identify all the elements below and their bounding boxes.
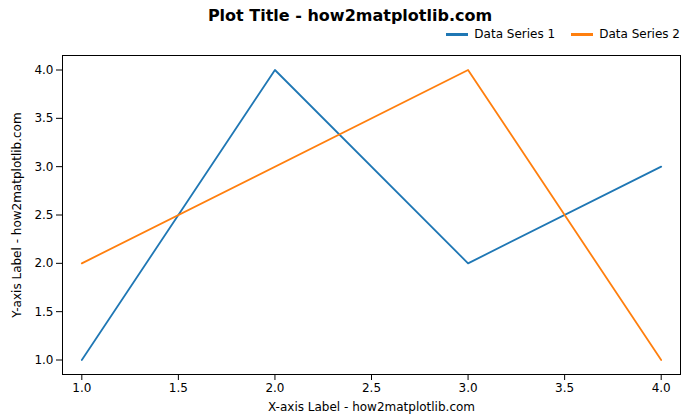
svg-text:2.5: 2.5 bbox=[362, 381, 381, 395]
svg-text:2.5: 2.5 bbox=[34, 208, 53, 222]
html-text:Data Series 1: Data Series 1 bbox=[474, 27, 556, 41]
html-text:Plot Title - how2matplotlib.co: Plot Title - how2matplotlib.com bbox=[207, 6, 493, 25]
svg-text:X-axis Label - how2matplotlib.: X-axis Label - how2matplotlib.com bbox=[268, 400, 475, 414]
svg-text:1.0: 1.0 bbox=[34, 353, 53, 367]
svg-text:4.0: 4.0 bbox=[34, 63, 53, 77]
html-text:Data Series 2: Data Series 2 bbox=[599, 27, 680, 41]
svg-text:1.5: 1.5 bbox=[169, 381, 188, 395]
svg-text:3.5: 3.5 bbox=[555, 381, 574, 395]
svg-text:4.0: 4.0 bbox=[652, 381, 671, 395]
svg-text:Y-axis Label - how2matplotlib.: Y-axis Label - how2matplotlib.com bbox=[10, 112, 24, 318]
svg-text:3.0: 3.0 bbox=[459, 381, 478, 395]
svg-text:2.0: 2.0 bbox=[265, 381, 284, 395]
svg-text:3.5: 3.5 bbox=[34, 111, 53, 125]
svg-text:3.0: 3.0 bbox=[34, 160, 53, 174]
svg-text:2.0: 2.0 bbox=[34, 256, 53, 270]
svg-text:1.5: 1.5 bbox=[34, 305, 53, 319]
svg-text:1.0: 1.0 bbox=[72, 381, 91, 395]
